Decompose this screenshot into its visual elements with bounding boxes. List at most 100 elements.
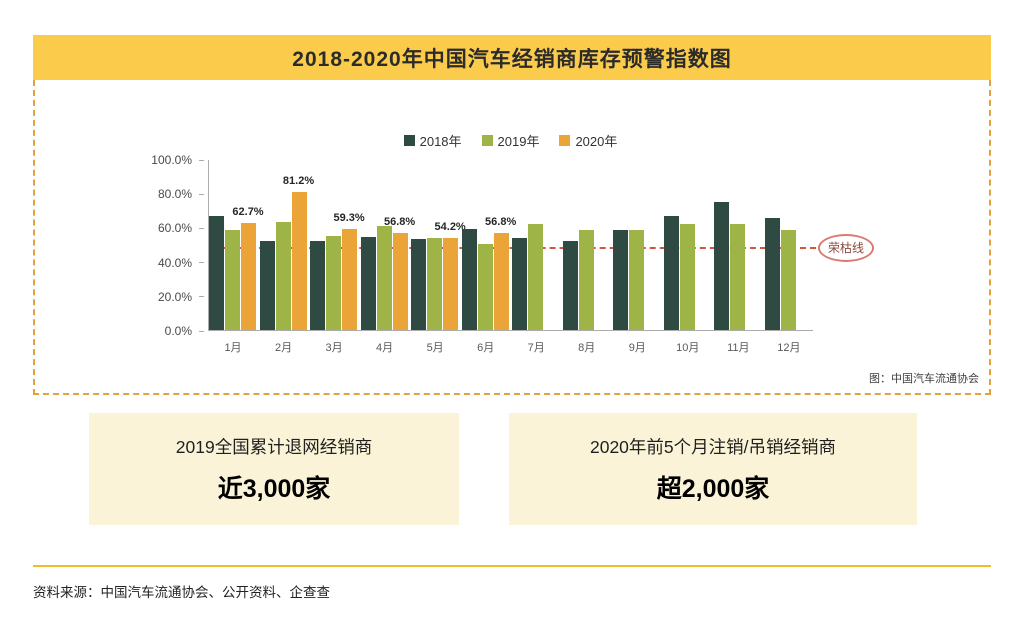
y-axis-tick-mark: [199, 330, 204, 332]
bar-slot: [360, 160, 376, 330]
data-label: 59.3%: [333, 212, 365, 225]
bar-group-1月: 62.7% 1月: [209, 160, 264, 354]
bar-slot: [241, 160, 256, 330]
bar-group-3月: 59.3% 3月: [310, 160, 365, 354]
plot-area: 荣枯线 62.7% 1月 81.2% 2月 59.3% 3月 56.8% 4月 54.2% 5月 5…: [208, 160, 874, 354]
bar-2018年-6月: [461, 229, 477, 330]
bar-slot: [746, 160, 761, 330]
data-label: 56.8%: [485, 216, 517, 229]
x-axis-label: 11月: [727, 342, 750, 354]
bar-slot: [342, 160, 358, 330]
x-axis-label: 9月: [628, 342, 646, 354]
chart-title-bar: 2018-2020年中国汽车经销商库存预警指数图: [33, 35, 991, 80]
y-axis-tick-label: 20.0%: [157, 289, 192, 304]
bar-2019年-6月: [477, 244, 493, 330]
x-axis-label: 12月: [777, 342, 801, 354]
legend-label: 2020年: [575, 133, 618, 149]
bar-group-4月: 56.8% 4月: [360, 160, 415, 354]
bar-2020年-6月: [493, 233, 509, 330]
y-axis-tick-label: 40.0%: [157, 255, 192, 270]
bar-2019年-11月: [730, 223, 746, 330]
y-axis-tick-label: 100.0%: [151, 153, 192, 167]
bar-slot: [443, 160, 459, 330]
data-label: 54.2%: [434, 220, 466, 233]
stat-cards-row: 2019全国累计退网经销商 近3,000家 2020年前5个月注销/吊销经销商 …: [89, 413, 991, 525]
y-axis-tick-label: 60.0%: [157, 221, 192, 236]
bar-slot: [259, 160, 275, 330]
bar-2019年-5月: [427, 238, 443, 330]
legend-swatch: [559, 134, 571, 146]
bar-slot: [392, 160, 408, 330]
bar-slot: [780, 160, 796, 330]
legend-item-2019年: 2019年: [481, 131, 539, 150]
x-axis-label: 1月: [224, 342, 242, 354]
bar-group-6月: 56.8% 6月: [461, 160, 516, 354]
bar-2020年-3月: [342, 229, 358, 330]
reference-line-badge: 荣枯线: [818, 233, 874, 262]
bar-2018年-4月: [360, 237, 376, 330]
bar-slot: [326, 160, 342, 330]
chart-area: 2018年 2019年 2020年 0.0% 20.0% 40.0% 60.0% 80.0%…: [151, 134, 874, 354]
bar-slot: [696, 160, 711, 330]
bar-2019年-4月: [376, 226, 392, 330]
stat-card-title: 2020年前5个月注销/吊销经销商: [589, 436, 837, 457]
y-axis-tick-mark: [199, 227, 204, 229]
bar-group-9月: 9月: [613, 160, 661, 354]
bar-2019年-10月: [679, 223, 695, 330]
bar-slot: [764, 160, 780, 330]
bar-2018年-10月: [663, 216, 679, 330]
footer-divider: [33, 565, 991, 567]
bar-slot: [714, 160, 730, 330]
bar-slot: [645, 160, 660, 330]
bar-2018年-8月: [562, 241, 578, 330]
bar-slot: [225, 160, 240, 330]
bar-2020年-2月: [291, 191, 307, 330]
bar-slot: [291, 160, 307, 330]
bar-2018年-2月: [259, 240, 275, 330]
y-axis-tick-label: 80.0%: [157, 187, 192, 202]
bar-slot: [411, 160, 427, 330]
x-axis-label: 7月: [527, 342, 545, 354]
bar-group-8月: 8月: [562, 160, 611, 354]
legend-item-2020年: 2020年: [559, 131, 617, 150]
bar-2019年-1月: [225, 229, 240, 330]
stat-card-dealers-exited: 2019全国累计退网经销商 近3,000家: [89, 413, 459, 525]
bar-2018年-5月: [411, 238, 427, 330]
bar-slot: [209, 160, 224, 330]
chart-panel: 2018年 2019年 2020年 0.0% 20.0% 40.0% 60.0% 80.0%…: [33, 80, 991, 395]
bar-slot: [679, 160, 695, 330]
bar-slot: [595, 160, 610, 330]
bar-slot: [376, 160, 392, 330]
x-axis-label: 5月: [426, 342, 444, 354]
y-axis: 0.0% 20.0% 40.0% 60.0% 80.0% 100.0%: [144, 153, 204, 338]
bar-2019年-8月: [578, 230, 594, 330]
bar-2020年-1月: [241, 223, 256, 330]
bar-group-7月: 7月: [512, 160, 560, 354]
bar-2018年-11月: [714, 202, 730, 330]
bar-slot: [310, 160, 326, 330]
legend-swatch: [481, 134, 493, 146]
bar-2020年-4月: [392, 233, 408, 330]
legend-swatch: [403, 134, 415, 146]
bar-slot: [797, 160, 812, 330]
x-axis-label: 8月: [578, 342, 596, 354]
legend-item-2018年: 2018年: [403, 131, 462, 150]
bar-2019年-2月: [275, 221, 291, 330]
page-title: 2018-2020年中国汽车经销商库存预警指数图: [292, 47, 732, 71]
data-source-text: 资料来源：中国汽车流通协会、公开资料、企查查: [33, 585, 330, 600]
bar-2019年-3月: [326, 236, 342, 330]
bar-2018年-1月: [209, 215, 224, 330]
bar-2019年-9月: [629, 230, 645, 330]
data-label: 56.8%: [383, 216, 416, 229]
x-axis-label: 4月: [376, 342, 394, 354]
bar-slot: [613, 160, 629, 330]
bar-2020年-5月: [443, 237, 459, 330]
bar-group-12月: 12月: [764, 160, 813, 354]
y-axis-tick-mark: [199, 296, 204, 298]
bar-2018年-12月: [764, 217, 780, 330]
chart-source-caption: 图：中国汽车流通协会: [869, 373, 979, 385]
bar-2018年-7月: [512, 238, 528, 330]
bar-slot: [477, 160, 493, 330]
y-axis-tick-mark: [199, 262, 204, 264]
